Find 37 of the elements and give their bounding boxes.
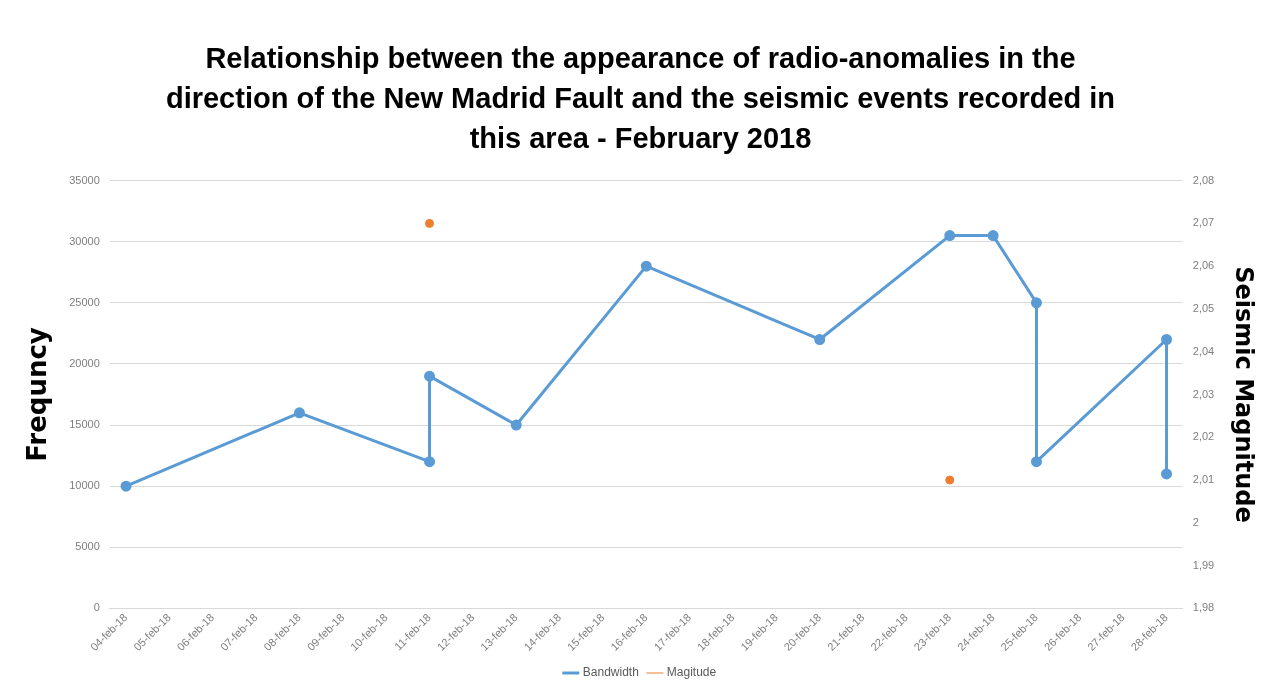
point	[1161, 468, 1173, 480]
point	[510, 419, 522, 431]
y2-tick-label: 2	[1192, 515, 1199, 528]
y-tick-label: 25000	[69, 295, 100, 308]
y-tick-label: 15000	[69, 418, 100, 431]
y2-tick-label: 2,08	[1192, 173, 1215, 186]
y-tick-label: 10000	[69, 479, 100, 492]
point	[1030, 297, 1042, 309]
point	[814, 333, 826, 345]
y2-tick-label: 2,05	[1192, 301, 1215, 314]
point	[944, 230, 956, 242]
point	[1161, 333, 1173, 345]
y2-tick-label: 2,06	[1192, 259, 1215, 272]
y2-tick-label: 1,99	[1192, 558, 1215, 571]
y-tick-label: 35000	[69, 173, 100, 186]
y2-tick-label: 1,98	[1192, 601, 1215, 614]
y-tick-label: 5000	[75, 540, 100, 553]
chart-title: Relationship between the appearance of radio-anomalies in the direction of the New Madrid Fault and the seismic events recorded in this area - February 2018	[164, 41, 1117, 156]
point	[293, 407, 305, 419]
point	[424, 370, 436, 382]
y2-axis-title: Seismic Magnitude	[1230, 266, 1259, 523]
y2-tick-label: 2,02	[1192, 430, 1215, 443]
point	[640, 260, 652, 272]
y2-tick-label: 2,03	[1192, 387, 1215, 400]
point	[987, 230, 999, 242]
y-tick-label: 30000	[69, 234, 100, 247]
y2-tick-label: 2,07	[1192, 216, 1215, 229]
y-tick-label: 0	[93, 601, 100, 614]
point	[424, 456, 436, 468]
y2-tick-label: 2,04	[1192, 344, 1215, 357]
point	[1030, 456, 1042, 468]
legend-label: Magitude	[666, 665, 717, 680]
y2-tick-label: 2,01	[1192, 473, 1215, 486]
legend-label: Bandwidth	[582, 665, 639, 680]
y-axis-title: Frequncy	[22, 327, 53, 462]
y-tick-label: 20000	[69, 356, 100, 369]
point	[120, 480, 132, 492]
